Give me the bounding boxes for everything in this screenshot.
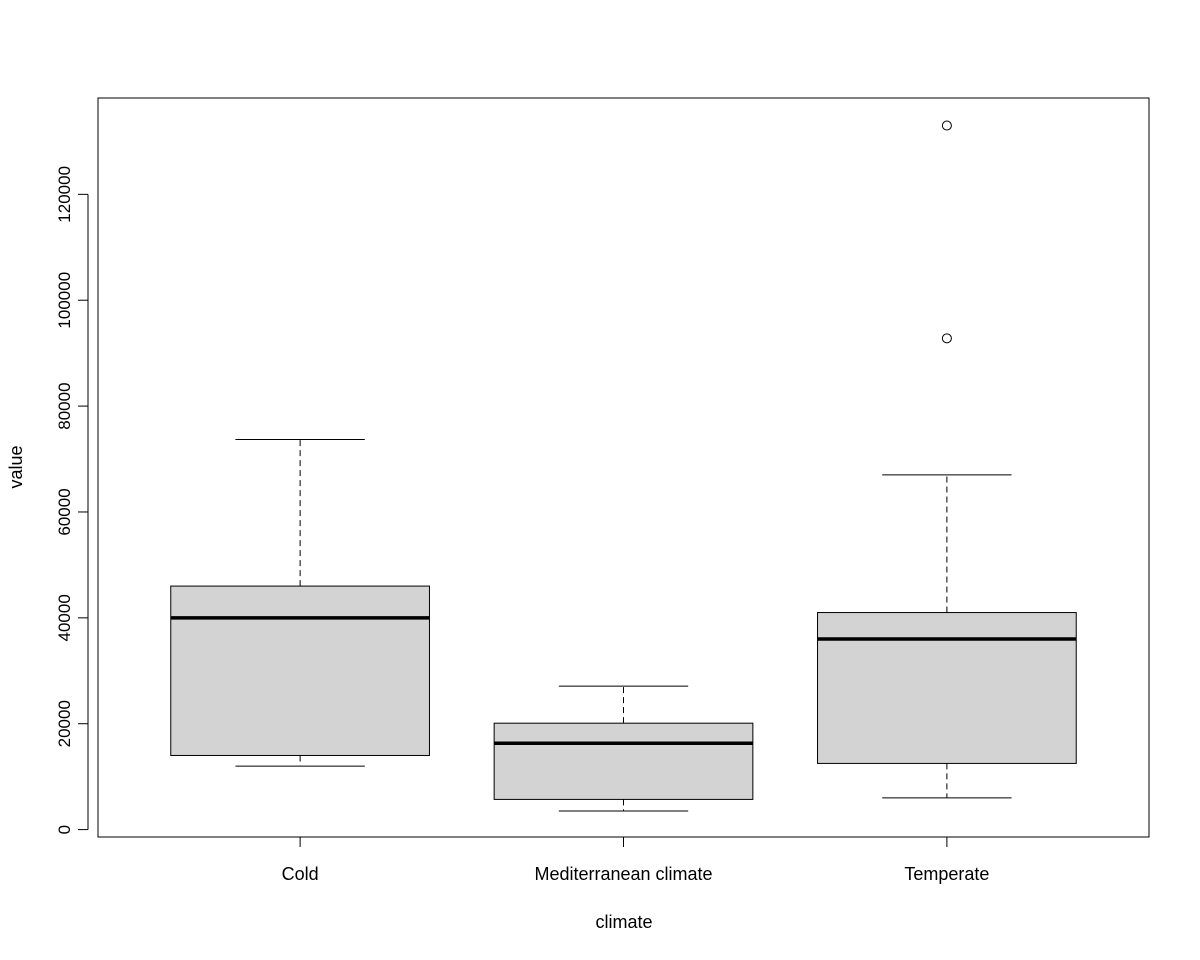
x-axis: Cold Mediterranean climate Temperate (282, 836, 989, 884)
box-iqr (170, 585, 430, 756)
box-iqr (493, 722, 754, 800)
box-group (493, 685, 754, 812)
box-group (170, 438, 430, 767)
box-iqr (817, 612, 1077, 764)
y-tick-label: 20000 (55, 700, 74, 747)
y-tick-label: 0 (55, 825, 74, 834)
y-tick-label: 40000 (55, 594, 74, 641)
y-axis: 0 20000 40000 60000 80000 100000 120000 (55, 166, 89, 834)
x-tick-label: Temperate (904, 864, 989, 884)
x-axis-title: climate (595, 912, 652, 932)
x-tick-label: Cold (282, 864, 319, 884)
outlier-point (941, 333, 952, 344)
x-tick-label: Mediterranean climate (534, 864, 712, 884)
y-tick-label: 120000 (55, 166, 74, 223)
outlier-point (941, 120, 952, 131)
box-group (817, 120, 1077, 799)
y-tick-label: 60000 (55, 488, 74, 535)
y-tick-label: 80000 (55, 382, 74, 429)
y-axis-title: value (6, 445, 26, 488)
boxes-layer (170, 120, 1077, 812)
y-tick-label: 100000 (55, 272, 74, 329)
